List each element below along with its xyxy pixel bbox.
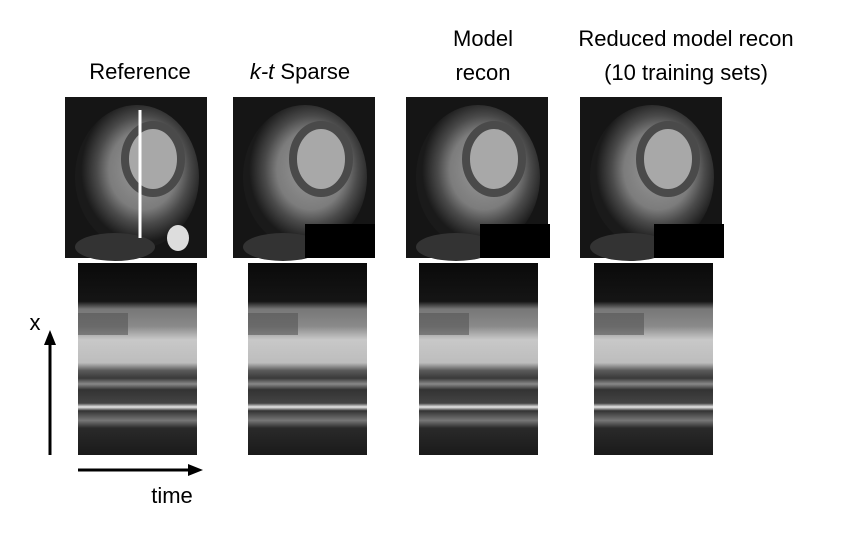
error-box: [480, 224, 550, 258]
panel-title: recon: [455, 60, 510, 85]
error-value: 0.069: [312, 228, 367, 253]
title-part: Reduced model recon: [578, 26, 793, 51]
title-part: Model: [453, 26, 513, 51]
reference-image: [65, 97, 207, 261]
panel-title: (10 training sets): [604, 60, 768, 85]
title-part: k-t: [250, 59, 275, 84]
error-value: 0.046: [487, 228, 542, 253]
model-recon-xt: [419, 263, 538, 455]
panel-title: k-t Sparse: [250, 59, 350, 84]
title-part: recon: [455, 60, 510, 85]
reduced-model-xt: [594, 263, 713, 455]
error-box: [654, 224, 724, 258]
panels: Reference k-t Sparse 0.069 Model recon 0.046 R…: [89, 26, 794, 258]
panel-title: Reduced model recon: [578, 26, 793, 51]
panel-title: Model: [453, 26, 513, 51]
x-label: x: [30, 310, 41, 335]
title-part: Sparse: [274, 59, 350, 84]
title-part: Reference: [89, 59, 191, 84]
time-label: time: [151, 483, 193, 508]
x-arrow-head: [44, 330, 56, 345]
panel-title: Reference: [89, 59, 191, 84]
reference-xt: [78, 263, 197, 455]
kt-sparse-xt: [248, 263, 367, 455]
error-value: 0.065: [661, 228, 716, 253]
time-arrow-head: [188, 464, 203, 476]
title-part: (10 training sets): [604, 60, 768, 85]
error-box: [305, 224, 375, 258]
